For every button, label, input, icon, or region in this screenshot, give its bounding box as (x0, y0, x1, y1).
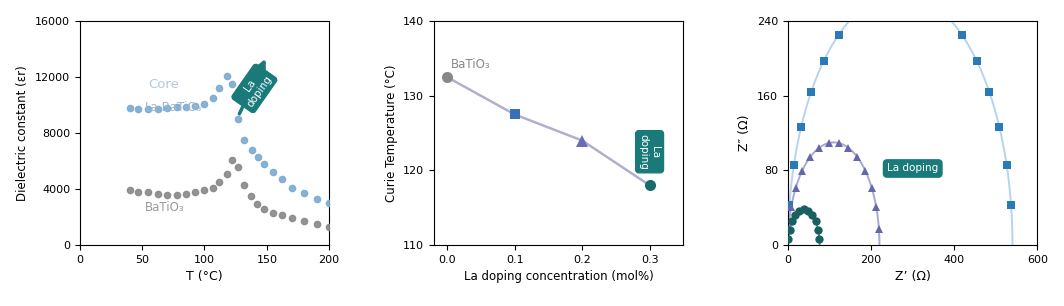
X-axis label: Z’ (Ω): Z’ (Ω) (895, 270, 931, 283)
X-axis label: T (°C): T (°C) (186, 270, 222, 283)
Text: BaTiO₃: BaTiO₃ (451, 58, 491, 71)
Text: La
doping: La doping (638, 134, 661, 170)
Y-axis label: Curie Temperature (°C): Curie Temperature (°C) (384, 64, 398, 202)
Text: La doping: La doping (887, 163, 938, 174)
Text: Core: Core (148, 78, 179, 91)
Text: BaTiO₃: BaTiO₃ (145, 201, 184, 214)
Y-axis label: Dielectric constant (εr): Dielectric constant (εr) (16, 65, 30, 201)
X-axis label: La doping concentration (mol%): La doping concentration (mol%) (464, 270, 653, 283)
Text: La
doping: La doping (235, 68, 273, 109)
Text: La-BaTiO₃: La-BaTiO₃ (145, 101, 202, 114)
Y-axis label: Z″ (Ω): Z″ (Ω) (738, 115, 751, 151)
